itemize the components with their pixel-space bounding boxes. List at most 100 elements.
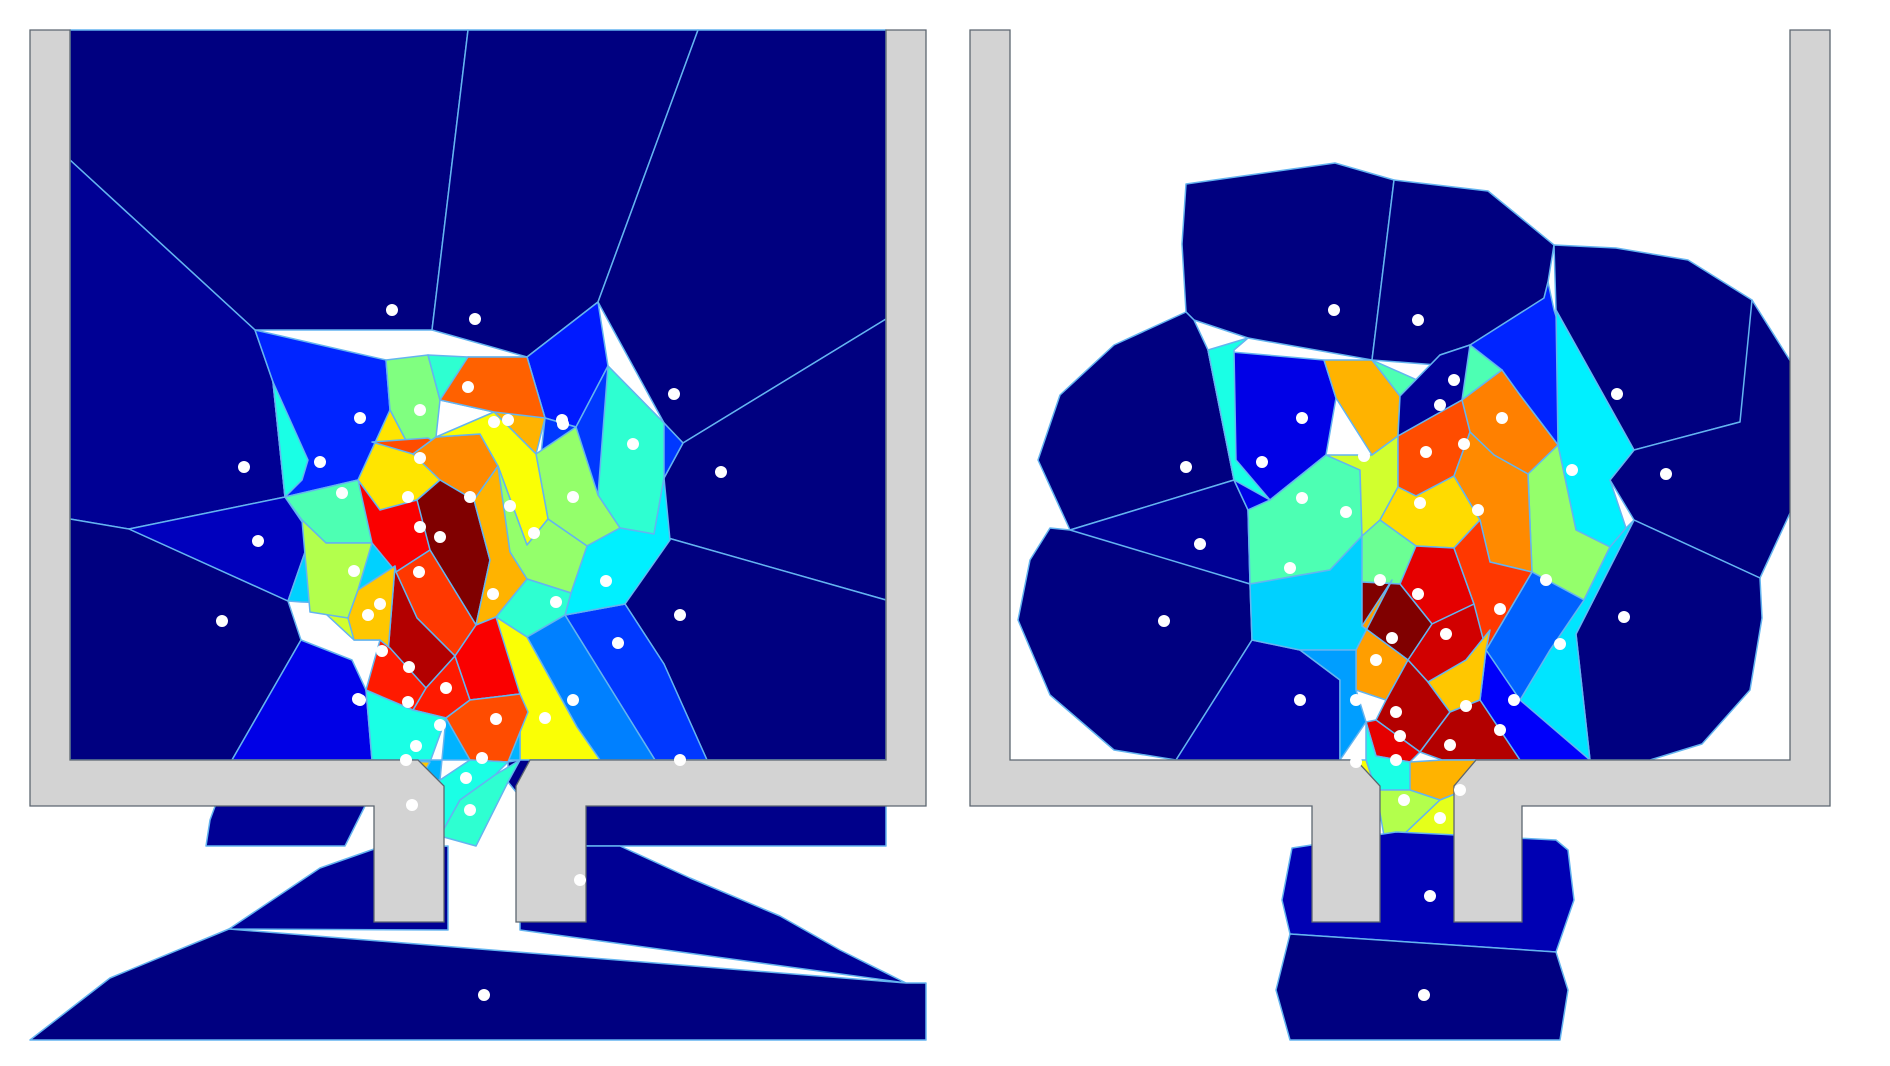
seed-point xyxy=(627,438,639,450)
voronoi-cell xyxy=(1275,933,1569,1041)
voronoi-cell xyxy=(29,928,927,1041)
seed-point xyxy=(464,491,476,503)
seed-point xyxy=(1420,446,1432,458)
seed-point xyxy=(478,989,490,1001)
seed-point xyxy=(504,500,516,512)
voronoi-cell xyxy=(519,845,907,984)
seed-point xyxy=(1494,603,1506,615)
seed-point xyxy=(1374,574,1386,586)
voronoi-cell xyxy=(1017,527,1253,761)
seed-point xyxy=(487,588,499,600)
seed-point xyxy=(1496,412,1508,424)
right-seeds xyxy=(1158,304,1672,1001)
seed-point xyxy=(557,418,569,430)
seed-point xyxy=(410,740,422,752)
voronoi-cell xyxy=(439,356,546,419)
seed-point xyxy=(490,713,502,725)
seed-point xyxy=(348,565,360,577)
voronoi-cell xyxy=(439,759,521,847)
seed-point xyxy=(574,874,586,886)
seed-point xyxy=(1458,438,1470,450)
left-panel xyxy=(29,29,927,1041)
seed-point xyxy=(403,661,415,673)
seed-point xyxy=(1296,492,1308,504)
seed-point xyxy=(567,491,579,503)
seed-point xyxy=(440,682,452,694)
seed-point xyxy=(484,890,496,902)
seed-point xyxy=(1340,506,1352,518)
voronoi-cell xyxy=(1397,344,1471,437)
seed-point xyxy=(1398,794,1410,806)
seed-point xyxy=(1444,739,1456,751)
seed-point xyxy=(336,487,348,499)
voronoi-cell xyxy=(1207,337,1271,501)
seed-point xyxy=(539,712,551,724)
seed-point xyxy=(1566,464,1578,476)
seed-point xyxy=(354,694,366,706)
right-walls xyxy=(969,29,1831,923)
seed-point xyxy=(434,531,446,543)
seed-point xyxy=(1158,615,1170,627)
seed-point xyxy=(600,575,612,587)
seed-point xyxy=(1434,812,1446,824)
left-walls xyxy=(29,29,927,923)
voronoi-cell xyxy=(1453,519,1533,651)
seed-point xyxy=(612,637,624,649)
seed-point xyxy=(434,719,446,731)
seed-point xyxy=(1328,304,1340,316)
seed-point xyxy=(668,388,680,400)
seed-point xyxy=(1494,724,1506,736)
right-panel xyxy=(969,29,1831,1041)
seed-point xyxy=(414,404,426,416)
seed-point xyxy=(252,535,264,547)
seed-point xyxy=(1386,632,1398,644)
seed-point xyxy=(354,412,366,424)
seed-point xyxy=(374,598,386,610)
seed-point xyxy=(402,696,414,708)
seed-point xyxy=(715,466,727,478)
right-cells xyxy=(1017,162,1811,1041)
seed-point xyxy=(528,527,540,539)
container-wall xyxy=(1453,29,1831,923)
seed-point xyxy=(400,754,412,766)
seed-point xyxy=(1294,694,1306,706)
container-wall xyxy=(29,29,445,923)
container-wall xyxy=(515,29,927,923)
seed-point xyxy=(488,416,500,428)
seed-point xyxy=(1540,574,1552,586)
seed-point xyxy=(1358,450,1370,462)
seed-point xyxy=(1414,497,1426,509)
seed-point xyxy=(1472,504,1484,516)
seed-point xyxy=(1390,754,1402,766)
seed-point xyxy=(414,452,426,464)
seed-point xyxy=(1350,756,1362,768)
seed-point xyxy=(550,596,562,608)
seed-point xyxy=(464,804,476,816)
seed-point xyxy=(1418,989,1430,1001)
seed-point xyxy=(1448,374,1460,386)
seed-point xyxy=(1424,890,1436,902)
seed-point xyxy=(1194,538,1206,550)
seed-point xyxy=(469,313,481,325)
seed-point xyxy=(462,381,474,393)
seed-point xyxy=(460,772,472,784)
seed-point xyxy=(238,461,250,473)
seed-point xyxy=(1256,456,1268,468)
container-wall xyxy=(969,29,1381,923)
seed-point xyxy=(1284,562,1296,574)
seed-point xyxy=(1412,314,1424,326)
seed-point xyxy=(674,754,686,766)
seed-point xyxy=(314,456,326,468)
seed-point xyxy=(1180,461,1192,473)
voronoi-cell xyxy=(1181,162,1395,361)
voronoi-cell xyxy=(365,639,427,711)
seed-point xyxy=(1460,700,1472,712)
left-cells xyxy=(29,29,927,1041)
voronoi-cell xyxy=(473,465,528,626)
seed-point xyxy=(1454,784,1466,796)
seed-point xyxy=(476,752,488,764)
seed-point xyxy=(413,566,425,578)
seed-point xyxy=(674,609,686,621)
seed-point xyxy=(1434,399,1446,411)
